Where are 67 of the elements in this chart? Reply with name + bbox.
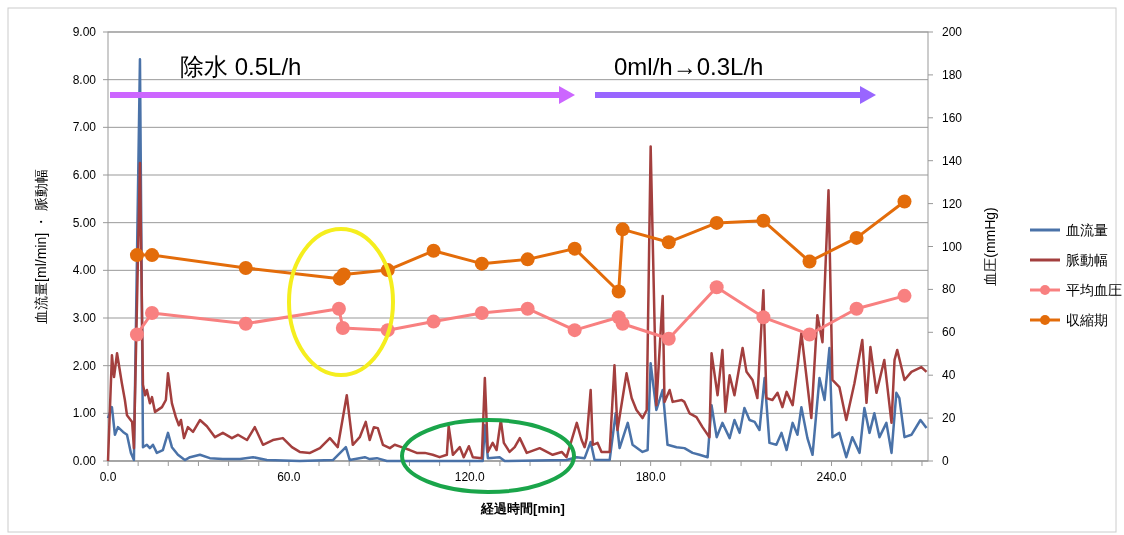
point — [238, 316, 253, 331]
y-axis-title: 血流量[ml/min] ・ 脈動幅 — [33, 169, 49, 324]
point — [661, 331, 676, 346]
point — [802, 254, 817, 269]
point — [238, 260, 253, 275]
x-tick-label: 60.0 — [277, 470, 301, 484]
y-tick-label: 4.00 — [72, 263, 97, 278]
point — [709, 280, 724, 295]
point — [849, 230, 864, 245]
point — [520, 252, 535, 267]
y2-axis-title: 血圧(mmHg) — [982, 207, 998, 286]
y2-tick-label: 140 — [942, 153, 963, 168]
point — [567, 323, 582, 338]
point — [709, 215, 724, 230]
y2-tick-label: 120 — [942, 196, 963, 211]
legend-label: 血流量 — [1066, 222, 1108, 238]
y2-tick-label: 200 — [942, 25, 963, 39]
y2-tick-label: 20 — [942, 411, 956, 426]
y2-tick-label: 160 — [942, 110, 963, 125]
annotation: 除水 0.5L/h — [180, 53, 302, 80]
y-tick-label: 0.00 — [72, 454, 97, 468]
y2-tick-label: 60 — [942, 325, 956, 340]
point — [802, 327, 817, 342]
legend-label: 収縮期 — [1066, 312, 1108, 328]
y-tick-label: 9.00 — [72, 25, 97, 39]
y-tick-label: 2.00 — [72, 358, 97, 373]
point — [756, 213, 771, 228]
point — [897, 288, 912, 303]
point — [335, 321, 350, 336]
x-axis-title: 経過時間[min] — [480, 501, 565, 516]
point — [567, 241, 582, 256]
point — [897, 194, 912, 209]
point — [129, 248, 144, 263]
point — [474, 306, 489, 320]
point — [474, 256, 489, 271]
point — [331, 301, 346, 316]
point — [520, 301, 535, 316]
x-tick-label: 180.0 — [635, 470, 666, 484]
y2-tick-label: 40 — [942, 368, 956, 383]
point — [661, 235, 676, 250]
y-tick-label: 6.00 — [72, 168, 97, 182]
point — [129, 327, 144, 342]
point — [145, 306, 160, 320]
y2-tick-label: 80 — [942, 282, 956, 297]
x-tick-label: 0.0 — [99, 470, 117, 484]
y2-tick-label: 100 — [942, 239, 963, 254]
y-tick-label: 1.00 — [72, 406, 97, 421]
point — [615, 222, 630, 237]
point — [849, 301, 864, 316]
point — [611, 284, 626, 299]
x-tick-label: 120.0 — [454, 470, 486, 484]
legend-label: 脈動幅 — [1066, 252, 1108, 268]
point — [756, 310, 771, 325]
point — [145, 248, 160, 263]
y-tick-label: 5.00 — [72, 215, 97, 230]
y2-tick-label: 180 — [942, 67, 963, 82]
point — [426, 314, 441, 329]
annotation: 0ml/h→0.3L/h — [614, 53, 764, 80]
x-tick-label: 240.0 — [816, 470, 847, 484]
legend-label: 平均血圧 — [1066, 282, 1122, 298]
point — [615, 316, 630, 331]
y-tick-label: 3.00 — [72, 311, 97, 325]
point — [426, 243, 441, 258]
y-tick-label: 7.00 — [72, 120, 97, 135]
y2-tick-label: 0 — [942, 454, 949, 468]
point — [336, 267, 351, 282]
y-tick-label: 8.00 — [72, 72, 97, 87]
